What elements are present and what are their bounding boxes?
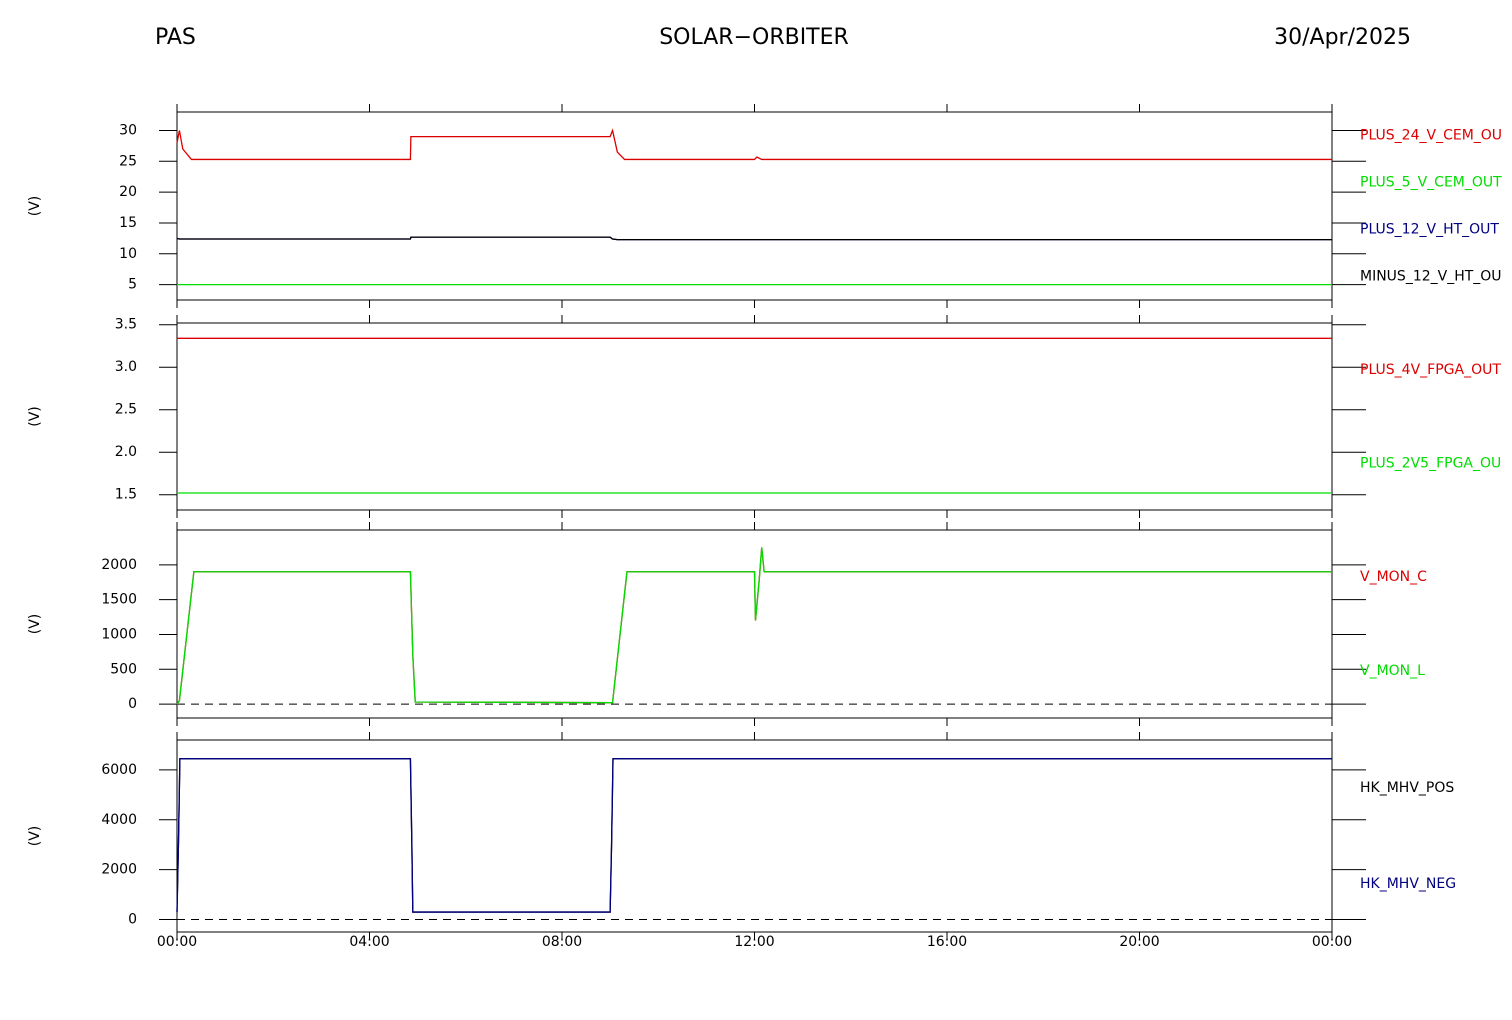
y-tick-label: 30 (119, 122, 137, 138)
y-tick-label: 1000 (101, 626, 137, 642)
legend-entry: PLUS_2V5_FPGA_OU (1360, 455, 1501, 471)
legend-entry: V_MON_L (1360, 663, 1425, 679)
y-tick-label: 0 (128, 912, 137, 928)
y-tick-label: 20 (119, 184, 137, 200)
y-tick-label: 15 (119, 215, 137, 231)
y-tick-label: 25 (119, 153, 137, 169)
header-right: 30/Apr/2025 (1274, 25, 1411, 50)
legend-entry: PLUS_4V_FPGA_OUT (1360, 362, 1501, 378)
legend-entry: V_MON_C (1360, 569, 1427, 585)
header-left: PAS (155, 25, 196, 50)
y-tick-label: 3.0 (115, 359, 137, 375)
y-tick-label: 500 (110, 661, 137, 677)
y-tick-label: 4000 (101, 812, 137, 828)
series-line (176, 547, 1332, 705)
header-center: SOLAR−ORBITER (659, 25, 849, 50)
y-tick-label: 2.5 (115, 402, 137, 418)
series-line (176, 236, 1332, 241)
x-tick-label: 12:00 (734, 934, 774, 950)
legend-entry: PLUS_5_V_CEM_OUT (1360, 175, 1502, 191)
y-axis-label: (V) (27, 406, 43, 427)
x-tick-label: 00:00 (157, 934, 197, 950)
y-tick-label: 1.5 (115, 487, 137, 503)
y-tick-label: 1500 (101, 592, 137, 608)
x-tick-label: 16:00 (927, 934, 967, 950)
series-line (176, 128, 1332, 161)
legend-entry: HK_MHV_POS (1360, 780, 1454, 796)
x-tick-label: 08:00 (542, 934, 582, 950)
y-tick-label: 2.0 (115, 444, 137, 460)
legend-entry: HK_MHV_NEG (1360, 876, 1456, 892)
y-tick-label: 2000 (101, 862, 137, 878)
y-axis-label: (V) (27, 826, 43, 847)
y-tick-label: 5 (128, 277, 137, 293)
y-tick-label: 3.5 (115, 317, 137, 333)
y-tick-label: 6000 (101, 762, 137, 778)
x-tick-label: 20:00 (1119, 934, 1159, 950)
series-line (176, 758, 1332, 913)
legend-entry: PLUS_24_V_CEM_OU (1360, 128, 1502, 144)
x-tick-label: 00:00 (1312, 934, 1352, 950)
legend-entry: MINUS_12_V_HT_OU (1360, 269, 1502, 285)
y-tick-label: 0 (128, 696, 137, 712)
y-tick-label: 2000 (101, 557, 137, 573)
y-axis-label: (V) (27, 614, 43, 635)
y-axis-label: (V) (27, 196, 43, 217)
y-tick-label: 10 (119, 246, 137, 262)
x-tick-label: 04:00 (349, 934, 389, 950)
legend-entry: PLUS_12_V_HT_OUT (1360, 222, 1499, 238)
